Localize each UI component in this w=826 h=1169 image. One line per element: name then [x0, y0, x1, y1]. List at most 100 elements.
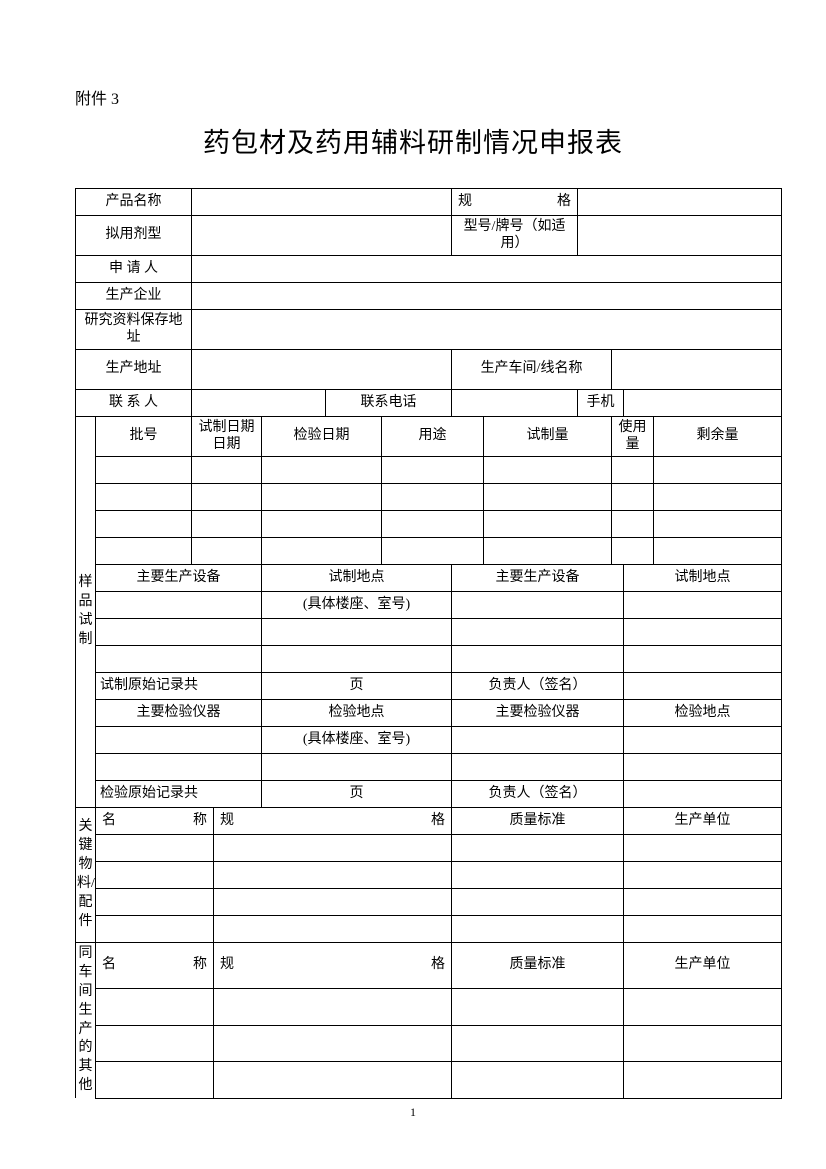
table-cell [96, 619, 262, 646]
trial-place-label: 试制地点 [262, 565, 452, 592]
main-equip-label2: 主要生产设备 [452, 565, 624, 592]
responsible-sign-value [624, 673, 782, 700]
page-number: 1 [75, 1105, 751, 1120]
use-label: 用途 [382, 417, 484, 457]
trial-record-prefix: 试制原始记录共 [96, 673, 262, 700]
table-cell [96, 754, 262, 781]
product-name-label: 产品名称 [76, 189, 192, 216]
trial-page-label: 页 [262, 673, 452, 700]
table-cell [624, 727, 782, 754]
table-cell [382, 511, 484, 538]
trial-qty-label: 试制量 [484, 417, 612, 457]
applicant-value [192, 256, 782, 283]
trial-section-label: 样品试制 [76, 417, 96, 808]
remain-qty-label: 剩余量 [654, 417, 782, 457]
table-cell [654, 538, 782, 565]
responsible-sign-label2: 负责人（签名） [452, 781, 624, 808]
table-cell [452, 1025, 624, 1062]
trial-place-label2: 试制地点 [624, 565, 782, 592]
test-page-label: 页 [262, 781, 452, 808]
table-cell [484, 457, 612, 484]
applicant-label: 申 请 人 [76, 256, 192, 283]
table-cell [192, 511, 262, 538]
table-cell [654, 484, 782, 511]
spec-value [578, 189, 782, 216]
table-cell [624, 592, 782, 619]
mobile-value [624, 390, 782, 417]
table-cell [214, 889, 452, 916]
table-cell [452, 592, 624, 619]
table-cell [262, 646, 452, 673]
table-cell [624, 646, 782, 673]
table-cell [214, 1025, 452, 1062]
used-qty-label: 使用量 [612, 417, 654, 457]
table-cell [262, 457, 382, 484]
main-instrument-label: 主要检验仪器 [96, 700, 262, 727]
material-name-label: 名 称 [96, 808, 214, 835]
table-cell [612, 511, 654, 538]
material-producer-label: 生产单位 [624, 808, 782, 835]
table-cell [624, 1062, 782, 1099]
contact-phone-label: 联系电话 [326, 390, 452, 417]
table-cell [96, 592, 262, 619]
table-cell [96, 916, 214, 943]
responsible-sign-value2 [624, 781, 782, 808]
manufacturer-label: 生产企业 [76, 283, 192, 310]
dosage-form-value [192, 216, 452, 256]
material-section-label: 关键物料/配件 [76, 808, 96, 943]
document-title: 药包材及药用辅料研制情况申报表 [75, 121, 751, 160]
table-cell [214, 862, 452, 889]
table-cell [262, 619, 452, 646]
table-cell [262, 538, 382, 565]
table-cell [452, 989, 624, 1026]
table-cell [484, 511, 612, 538]
table-cell [214, 1062, 452, 1099]
other-name-label: 名 称 [96, 943, 214, 989]
table-cell [452, 862, 624, 889]
table-cell [192, 484, 262, 511]
product-name-value [192, 189, 452, 216]
table-cell [96, 1025, 214, 1062]
responsible-sign-label: 负责人（签名） [452, 673, 624, 700]
other-producer-label: 生产单位 [624, 943, 782, 989]
table-cell [452, 835, 624, 862]
table-cell [96, 484, 192, 511]
production-address-value [192, 350, 452, 390]
test-place-label2: 检验地点 [624, 700, 782, 727]
table-cell [214, 916, 452, 943]
form-table: 产品名称 规 格 拟用剂型 型号/牌号（如适用） 申 请 人 生产企业 研究资料… [75, 188, 782, 1099]
table-cell [654, 457, 782, 484]
batch-label: 批号 [96, 417, 192, 457]
table-cell [612, 457, 654, 484]
contact-value [192, 390, 326, 417]
manufacturer-value [192, 283, 782, 310]
table-cell [96, 511, 192, 538]
table-cell [452, 727, 624, 754]
test-place-label: 检验地点 [262, 700, 452, 727]
table-cell [382, 538, 484, 565]
research-storage-label: 研究资料保存地址 [76, 310, 192, 350]
table-cell [96, 989, 214, 1026]
other-spec-label: 规 格 [214, 943, 452, 989]
model-brand-value [578, 216, 782, 256]
spec-label: 规 格 [452, 189, 578, 216]
table-cell [96, 835, 214, 862]
table-cell [624, 754, 782, 781]
model-brand-label: 型号/牌号（如适用） [452, 216, 578, 256]
table-cell [452, 889, 624, 916]
table-cell [214, 835, 452, 862]
table-cell [262, 484, 382, 511]
test-date-label: 检验日期 [262, 417, 382, 457]
table-cell [624, 619, 782, 646]
production-address-label: 生产地址 [76, 350, 192, 390]
table-cell [654, 511, 782, 538]
trial-date-label: 试制日期日期 [192, 417, 262, 457]
table-cell [624, 862, 782, 889]
material-quality-label: 质量标准 [452, 808, 624, 835]
table-cell [382, 484, 484, 511]
workshop-name-label: 生产车间/线名称 [452, 350, 612, 390]
dosage-form-label: 拟用剂型 [76, 216, 192, 256]
building-room-hint2: (具体楼座、室号) [262, 727, 452, 754]
table-cell [96, 1062, 214, 1099]
table-cell [612, 538, 654, 565]
